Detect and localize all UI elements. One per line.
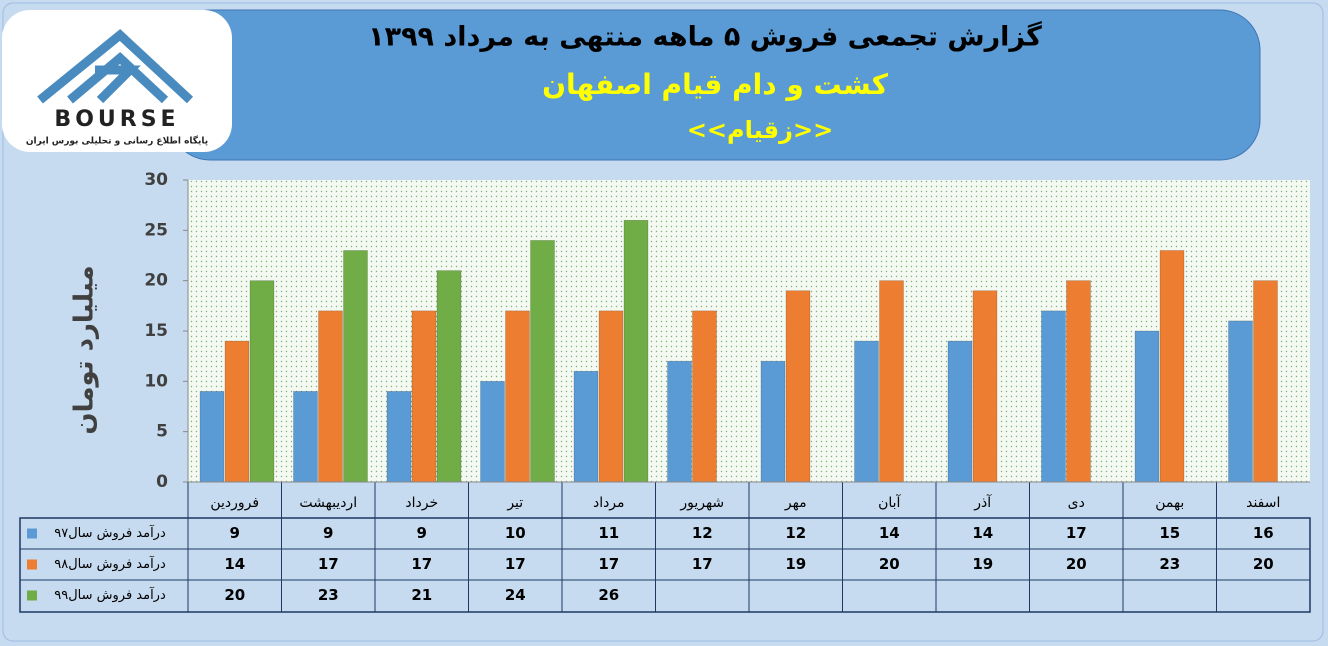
bar — [293, 391, 318, 483]
bar — [199, 391, 225, 483]
y-tick-label: 15 — [144, 321, 168, 341]
table-value: 17 — [318, 555, 339, 573]
table-value: 16 — [1253, 524, 1274, 542]
y-tick-label: 10 — [144, 371, 168, 391]
bar — [598, 310, 624, 483]
x-tick-label: تیر — [506, 495, 523, 511]
table-value: 23 — [318, 586, 339, 604]
chart-title: گزارش تجمعی فروش ۵ ماهه منتهی به مرداد ۱… — [368, 21, 1042, 53]
x-tick-label: مهر — [784, 495, 807, 511]
bar — [1159, 250, 1185, 483]
x-tick-label: خرداد — [405, 495, 438, 511]
bar — [318, 310, 343, 483]
bar — [530, 240, 555, 483]
table-value: 15 — [1159, 524, 1180, 542]
y-axis-title: میلیارد تومان — [70, 265, 100, 434]
table-value: 24 — [505, 586, 526, 604]
table-value: 20 — [224, 586, 245, 604]
table-value: 19 — [785, 555, 806, 573]
bar — [879, 280, 904, 483]
bar — [785, 290, 811, 483]
bar — [386, 391, 412, 483]
x-tick-label: بهمن — [1155, 495, 1184, 511]
bar — [947, 340, 973, 483]
table-value: 17 — [1066, 524, 1087, 542]
table-value: 19 — [972, 555, 993, 573]
table-value: 14 — [224, 555, 245, 573]
bar — [411, 310, 437, 483]
bar — [249, 280, 275, 483]
bar — [692, 310, 717, 483]
table-value: 20 — [1253, 555, 1274, 573]
logo-mark — [37, 29, 194, 104]
bar — [1228, 320, 1253, 483]
table-value: 9 — [230, 524, 240, 542]
bar — [623, 219, 649, 483]
table-value: 17 — [505, 555, 526, 573]
table-value: 20 — [1066, 555, 1087, 573]
table-value: 17 — [598, 555, 619, 573]
bar — [854, 340, 879, 483]
chart-subtitle: کشت و دام قیام اصفهان — [542, 68, 889, 101]
legend-label: درآمد فروش سال۹۷ — [54, 524, 166, 541]
table-value: 9 — [323, 524, 333, 542]
bar — [972, 290, 998, 483]
bar — [505, 310, 530, 483]
bar — [480, 381, 505, 483]
logo-tagline: پایگاه اطلاع رسانی و تحلیلی بورس ایران — [26, 135, 208, 147]
bar — [343, 250, 368, 483]
plot-area — [188, 180, 1310, 482]
x-tick-label: آذر — [973, 494, 992, 511]
table-value: 26 — [598, 586, 619, 604]
bar — [436, 270, 462, 483]
x-tick-label: آبان — [878, 494, 901, 511]
bar — [1253, 280, 1278, 483]
legend-swatch — [27, 559, 37, 570]
table-value: 20 — [879, 555, 900, 573]
y-tick-label: 30 — [144, 170, 168, 190]
table-value: 12 — [692, 524, 713, 542]
table-value: 10 — [505, 524, 526, 542]
bar — [573, 370, 599, 483]
logo-text: BOURSE — [54, 107, 179, 132]
x-tick-label: دی — [1068, 495, 1085, 511]
annotation: <<زقیام>> — [687, 116, 833, 144]
bar — [1041, 310, 1066, 483]
y-tick-label: 20 — [144, 271, 168, 291]
legend-swatch — [27, 528, 37, 539]
table-value: 17 — [411, 555, 432, 573]
bar — [1134, 330, 1160, 483]
table-value: 21 — [411, 586, 432, 604]
legend-label: درآمد فروش سال۹۸ — [54, 555, 166, 572]
table-value: 14 — [879, 524, 900, 542]
table-value: 12 — [785, 524, 806, 542]
x-tick-label: مرداد — [593, 495, 625, 511]
y-tick-label: 0 — [156, 472, 168, 492]
y-tick-label: 5 — [156, 422, 168, 442]
legend-label: درآمد فروش سال۹۹ — [54, 586, 166, 603]
x-tick-label: فروردین — [210, 495, 259, 511]
x-tick-label: اسفند — [1246, 495, 1280, 511]
bar — [760, 360, 786, 483]
y-tick-label: 25 — [144, 220, 168, 240]
table-value: 14 — [972, 524, 993, 542]
x-tick-label: شهریور — [679, 495, 724, 511]
table-value: 23 — [1159, 555, 1180, 573]
legend-swatch — [27, 590, 37, 601]
table-border — [19, 517, 1311, 613]
logo: BOURSE پایگاه اطلاع رسانی و تحلیلی بورس … — [2, 10, 232, 152]
bar — [1066, 280, 1091, 483]
bar — [667, 360, 692, 483]
data-table — [19, 517, 1311, 613]
table-value: 17 — [692, 555, 713, 573]
table-value: 9 — [417, 524, 427, 542]
table-value: 11 — [598, 524, 619, 542]
x-tick-label: اردیبهشت — [299, 495, 357, 511]
bar — [224, 340, 250, 483]
